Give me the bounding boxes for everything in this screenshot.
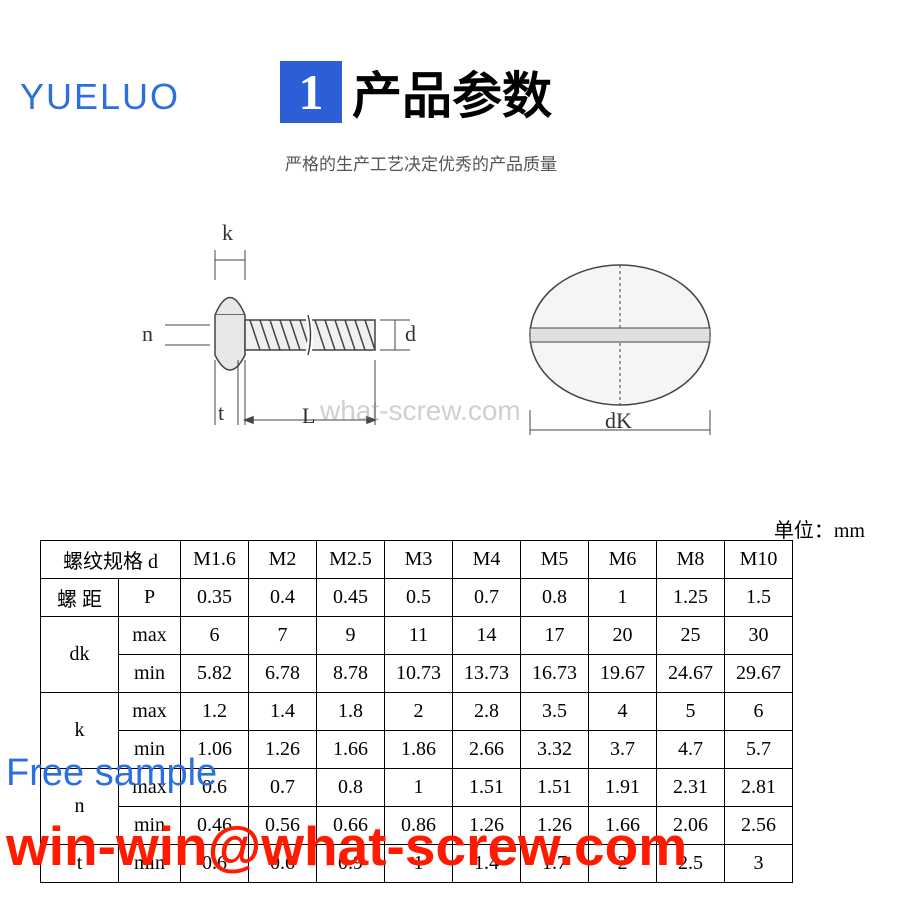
header-number-badge: 1 (280, 61, 342, 123)
free-sample-text: Free sample (6, 752, 217, 795)
value-cell: 1.5 (725, 579, 793, 617)
value-cell: 0.8 (521, 579, 589, 617)
value-cell: 1.66 (317, 731, 385, 769)
value-cell: 25 (657, 617, 725, 655)
value-cell: 1.51 (453, 769, 521, 807)
header-title: 产品参数 (352, 56, 552, 128)
dim-n: n (142, 321, 153, 347)
minmax-label: max (119, 693, 181, 731)
dim-L: L (302, 403, 315, 429)
table-row: kmax1.21.41.822.83.5456 (41, 693, 793, 731)
value-cell: 0.7 (249, 769, 317, 807)
value-cell: 0.7 (453, 579, 521, 617)
table-row: dkmax679111417202530 (41, 617, 793, 655)
value-cell: 1.8 (317, 693, 385, 731)
value-cell: 2.81 (725, 769, 793, 807)
value-cell: 4.7 (657, 731, 725, 769)
value-cell: 1.91 (589, 769, 657, 807)
contact-email: win-win@what-screw.com (6, 814, 687, 878)
size-cell: M10 (725, 541, 793, 579)
value-cell: 0.5 (385, 579, 453, 617)
watermark-text: what-screw.com (320, 395, 521, 427)
value-cell: 16.73 (521, 655, 589, 693)
param-label: dk (41, 617, 119, 693)
size-cell: M8 (657, 541, 725, 579)
table-row: 螺纹规格 d M1.6 M2 M2.5 M3 M4 M5 M6 M8 M10 (41, 541, 793, 579)
pitch-label: 螺 距 (41, 579, 119, 617)
value-cell: 29.67 (725, 655, 793, 693)
value-cell: 1.4 (249, 693, 317, 731)
value-cell: 0.8 (317, 769, 385, 807)
value-cell: 0.4 (249, 579, 317, 617)
value-cell: 24.67 (657, 655, 725, 693)
value-cell: 20 (589, 617, 657, 655)
value-cell: 3.7 (589, 731, 657, 769)
value-cell: 5.7 (725, 731, 793, 769)
value-cell: 2.66 (453, 731, 521, 769)
size-cell: M2.5 (317, 541, 385, 579)
value-cell: 5.82 (181, 655, 249, 693)
size-cell: M5 (521, 541, 589, 579)
value-cell: 13.73 (453, 655, 521, 693)
dim-t: t (218, 400, 224, 426)
value-cell: 2 (385, 693, 453, 731)
screw-diagram: k n t L d dK (130, 225, 790, 475)
value-cell: 3 (725, 845, 793, 883)
value-cell: 1.86 (385, 731, 453, 769)
size-cell: M1.6 (181, 541, 249, 579)
value-cell: 2.8 (453, 693, 521, 731)
value-cell: 1.2 (181, 693, 249, 731)
value-cell: 2.31 (657, 769, 725, 807)
minmax-label: min (119, 655, 181, 693)
value-cell: 6.78 (249, 655, 317, 693)
value-cell: 3.5 (521, 693, 589, 731)
size-cell: M6 (589, 541, 657, 579)
value-cell: 5 (657, 693, 725, 731)
size-cell: M2 (249, 541, 317, 579)
value-cell: 10.73 (385, 655, 453, 693)
dim-k: k (222, 220, 233, 246)
value-cell: 17 (521, 617, 589, 655)
value-cell: 9 (317, 617, 385, 655)
subtitle-text: 严格的生产工艺决定优秀的产品质量 (285, 150, 557, 175)
value-cell: 6 (725, 693, 793, 731)
pitch-symbol: P (119, 579, 181, 617)
value-cell: 30 (725, 617, 793, 655)
table-row: 螺 距 P 0.35 0.4 0.45 0.5 0.7 0.8 1 1.25 1… (41, 579, 793, 617)
header: 1 产品参数 (280, 56, 552, 128)
value-cell: 0.35 (181, 579, 249, 617)
size-cell: M3 (385, 541, 453, 579)
value-cell: 7 (249, 617, 317, 655)
value-cell: 6 (181, 617, 249, 655)
value-cell: 14 (453, 617, 521, 655)
unit-label: 单位：mm (774, 514, 865, 543)
value-cell: 1 (589, 579, 657, 617)
value-cell: 19.67 (589, 655, 657, 693)
value-cell: 1.25 (657, 579, 725, 617)
value-cell: 1 (385, 769, 453, 807)
table-row: min5.826.788.7810.7313.7316.7319.6724.67… (41, 655, 793, 693)
value-cell: 11 (385, 617, 453, 655)
dim-d: d (405, 321, 416, 347)
value-cell: 2.56 (725, 807, 793, 845)
minmax-label: max (119, 617, 181, 655)
value-cell: 0.45 (317, 579, 385, 617)
value-cell: 1.26 (249, 731, 317, 769)
value-cell: 8.78 (317, 655, 385, 693)
col-header-d: 螺纹规格 d (41, 541, 181, 579)
value-cell: 3.32 (521, 731, 589, 769)
size-cell: M4 (453, 541, 521, 579)
value-cell: 1.51 (521, 769, 589, 807)
value-cell: 4 (589, 693, 657, 731)
dim-dK: dK (605, 408, 632, 434)
brand-logo: YUELUO (20, 76, 180, 118)
